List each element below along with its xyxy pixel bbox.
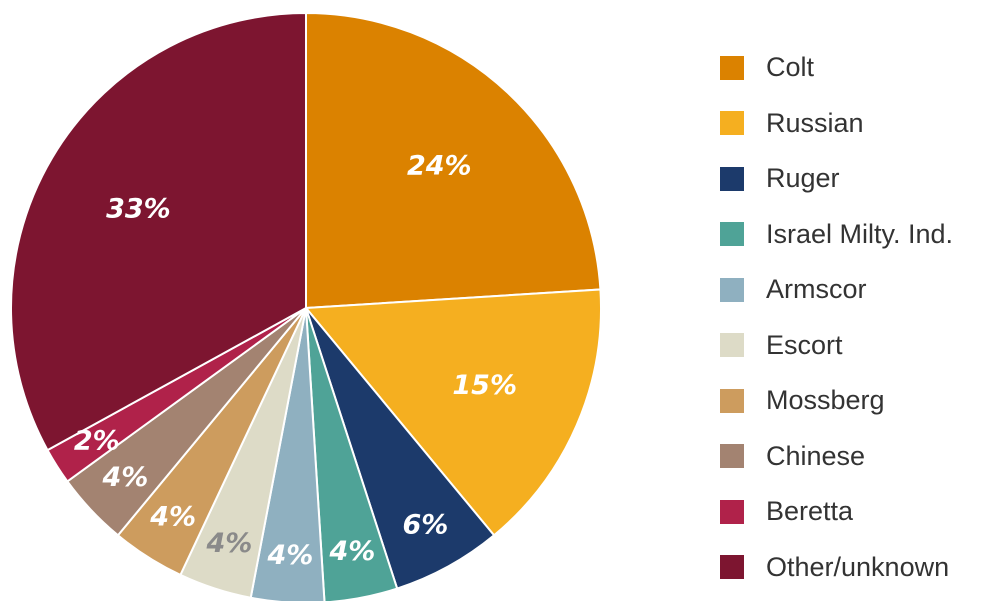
pie-slice-0: [305, 11, 602, 310]
legend-label: Chinese: [766, 440, 866, 471]
legend-item-8: Beretta: [720, 484, 953, 540]
legend-swatch: [720, 222, 744, 247]
legend-swatch: [720, 111, 744, 136]
legend-item-6: Mossberg: [720, 373, 953, 429]
legend-label: Armscor: [766, 274, 867, 305]
legend-swatch: [720, 499, 744, 524]
legend-swatch: [720, 555, 744, 580]
pie-slice-label-6: 4%: [149, 502, 196, 533]
pie-slices: [10, 11, 602, 601]
legend: Colt Russian Ruger Israel Milty. Ind. Armsco…: [720, 40, 953, 595]
legend-label: Ruger: [766, 163, 840, 194]
legend-label: Escort: [766, 329, 843, 360]
pie-slice-label-4: 4%: [266, 540, 313, 571]
legend-label: Mossberg: [766, 385, 885, 416]
legend-item-4: Armscor: [720, 262, 953, 318]
pie-slice-1: [303, 288, 602, 537]
legend-swatch: [720, 388, 744, 413]
legend-item-0: Colt: [720, 40, 953, 96]
legend-label: Other/unknown: [766, 551, 950, 582]
legend-swatch: [720, 55, 744, 80]
pie-slice-label-0: 24%: [407, 151, 472, 182]
legend-item-1: Russian: [720, 96, 953, 152]
legend-item-2: Ruger: [720, 151, 953, 207]
pie-slice-label-5: 4%: [205, 528, 252, 559]
legend-label: Colt: [766, 52, 815, 83]
legend-swatch: [720, 277, 744, 302]
legend-item-5: Escort: [720, 318, 953, 374]
legend-item-3: Israel Milty. Ind.: [720, 207, 953, 263]
legend-item-9: Other/unknown: [720, 540, 953, 596]
pie-labels: 24%15%6%4%4%4%4%4%2%33%: [74, 151, 517, 571]
pie-slice-3: [305, 307, 399, 601]
legend-label: Israel Milty. Ind.: [766, 218, 954, 249]
pie-chart: 24%15%6%4%4%4%4%4%2%33%: [10, 11, 602, 601]
legend-swatch: [720, 333, 744, 358]
pie-slice-label-3: 4%: [328, 536, 375, 567]
pie-slice-label-9: 33%: [106, 193, 171, 224]
pie-slice-label-1: 15%: [452, 370, 517, 401]
pie-slice-label-7: 4%: [101, 462, 148, 493]
legend-swatch: [720, 444, 744, 469]
pie-slice-9: [10, 11, 307, 452]
pie-slice-label-2: 6%: [402, 510, 448, 541]
pie-slice-label-8: 2%: [74, 425, 120, 456]
legend-item-7: Chinese: [720, 429, 953, 485]
legend-label: Beretta: [766, 496, 854, 527]
legend-swatch: [720, 166, 744, 191]
legend-label: Russian: [766, 107, 864, 138]
